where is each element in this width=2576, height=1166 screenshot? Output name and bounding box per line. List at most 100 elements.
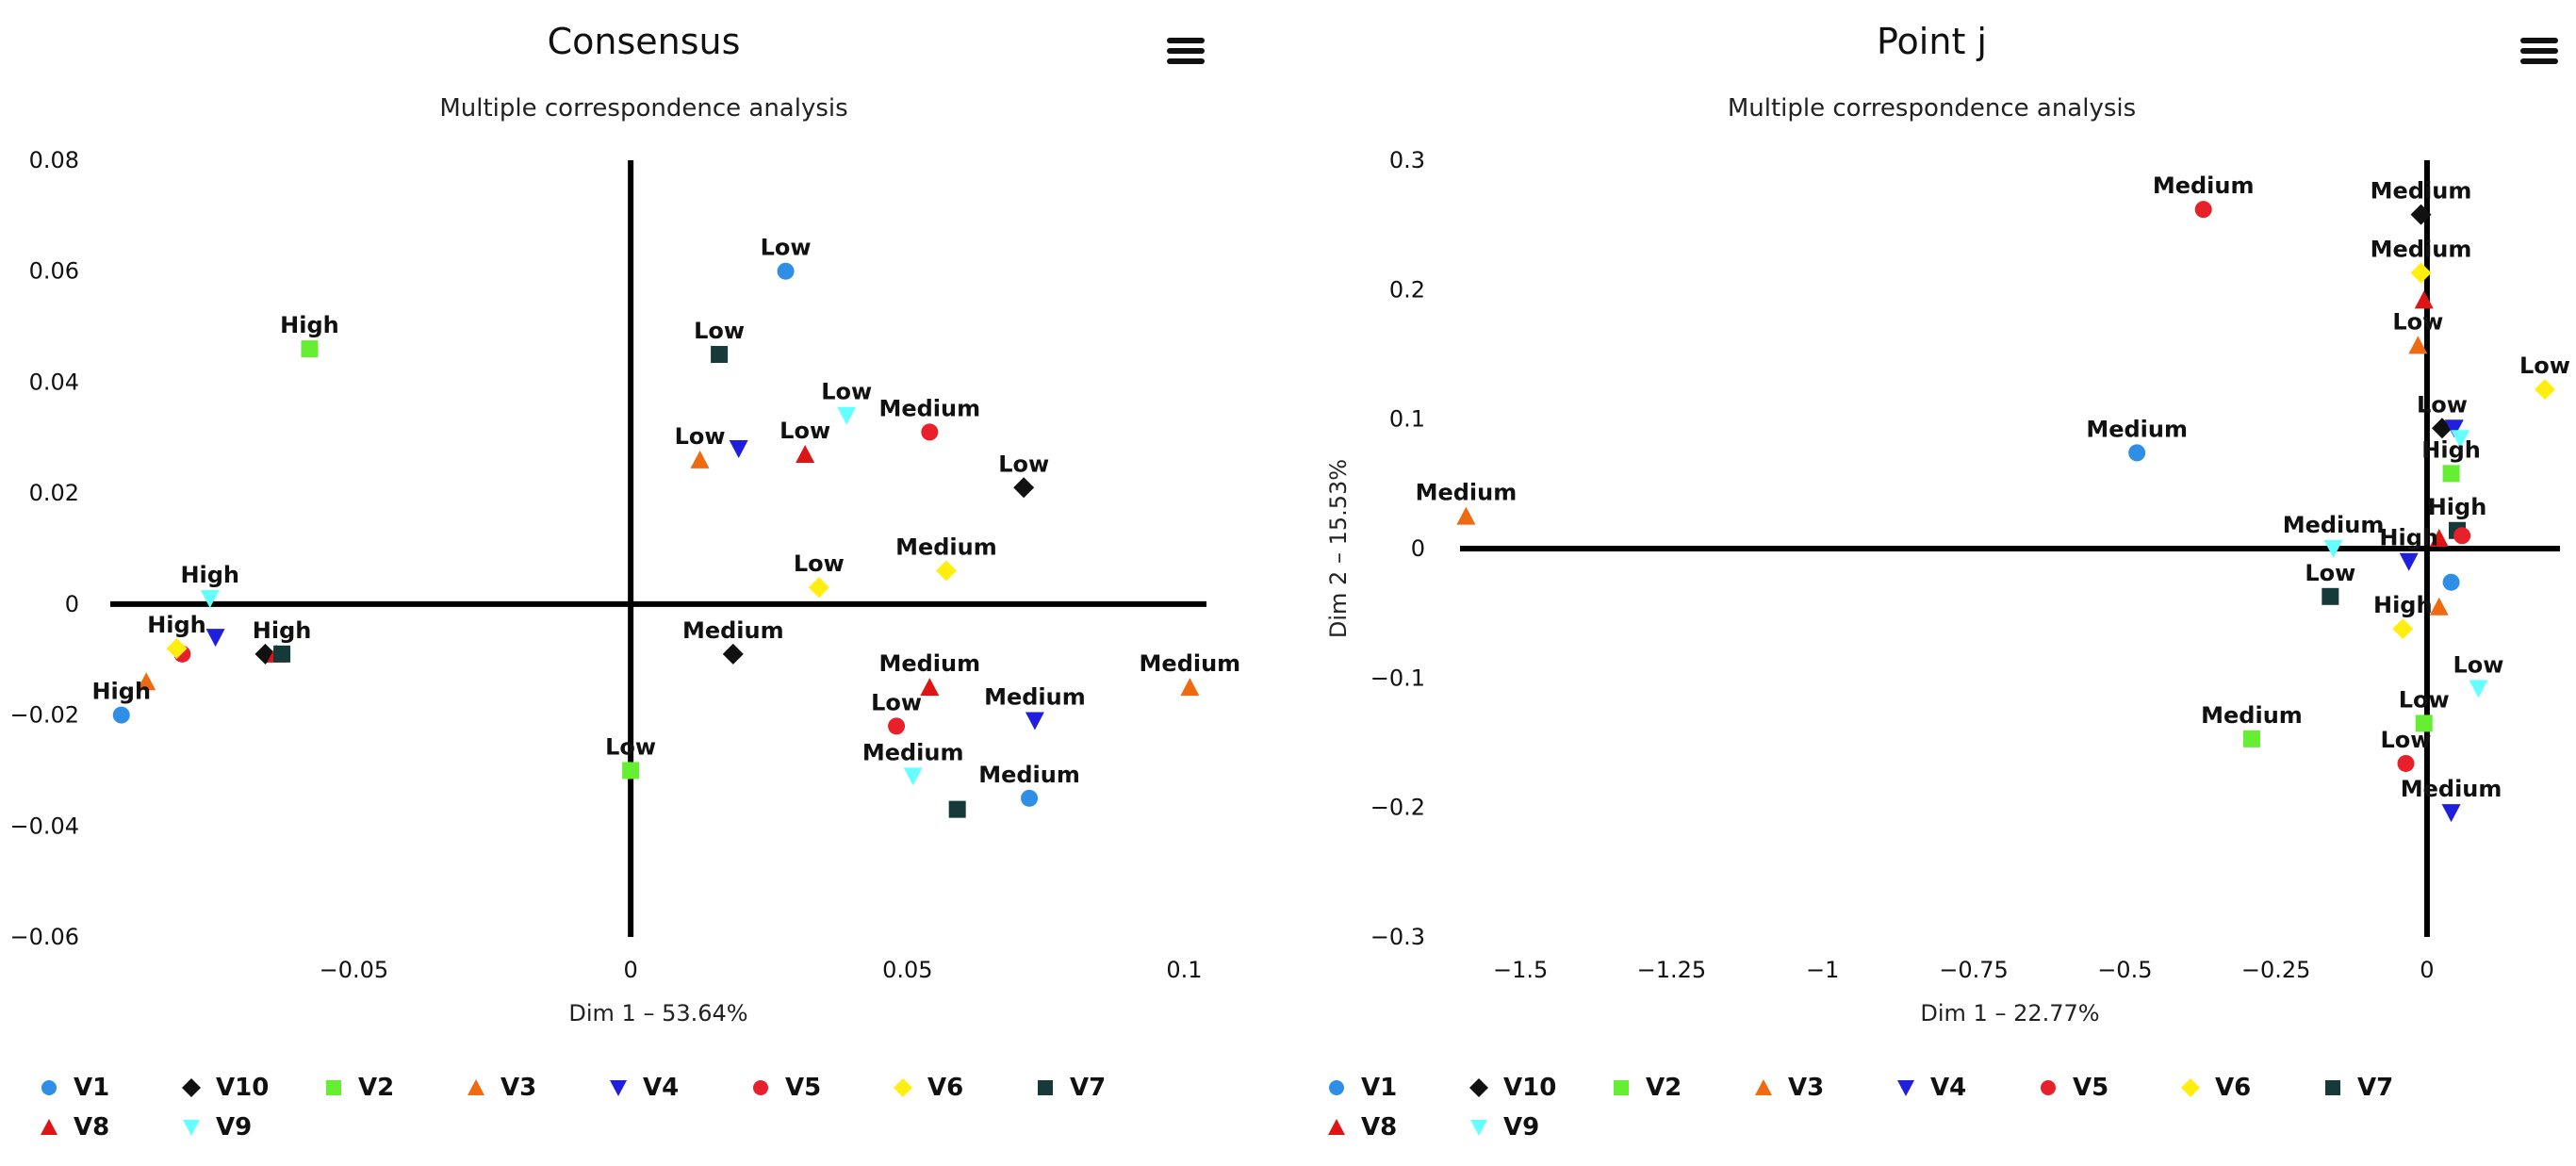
- legend-item-v1[interactable]: V1: [1325, 1071, 1397, 1105]
- legend-item-v10[interactable]: V10: [180, 1071, 269, 1105]
- data-point-v1[interactable]: [777, 262, 795, 280]
- legend-marker-icon: [894, 1078, 912, 1097]
- legend-marker-icon: [610, 1080, 627, 1096]
- legend-marker-icon: [753, 1080, 768, 1095]
- legend-item-v2[interactable]: V2: [322, 1071, 394, 1105]
- data-point-v1[interactable]: [112, 706, 130, 724]
- data-point-v6[interactable]: [2392, 618, 2414, 640]
- data-point-v2[interactable]: [622, 762, 640, 780]
- data-point-v7[interactable]: [273, 645, 291, 663]
- data-point-v3[interactable]: [690, 450, 710, 468]
- legend-symbol: [183, 1120, 200, 1136]
- legend-symbol: [753, 1080, 768, 1095]
- legend-item-v5[interactable]: V5: [749, 1071, 821, 1105]
- data-point-v7[interactable]: [948, 800, 966, 818]
- legend-item-v3[interactable]: V3: [1752, 1071, 1824, 1105]
- legend-item-v7[interactable]: V7: [1034, 1071, 1106, 1105]
- legend-marker-icon: [1328, 1119, 1345, 1135]
- data-point-v5[interactable]: [2194, 201, 2212, 219]
- data-point-v4[interactable]: [2444, 419, 2464, 438]
- chart-menu-button[interactable]: [2520, 38, 2558, 70]
- data-point-v2[interactable]: [2442, 465, 2460, 483]
- data-point-v6[interactable]: [2534, 379, 2555, 401]
- data-point-v10[interactable]: [2431, 418, 2453, 439]
- data-point-v9[interactable]: [837, 406, 857, 425]
- data-point-v1[interactable]: [1021, 789, 1039, 807]
- data-point-v7[interactable]: [711, 346, 729, 363]
- data-point-v8[interactable]: [2429, 529, 2449, 548]
- data-point-v3[interactable]: [1180, 678, 1200, 697]
- data-point-v10[interactable]: [722, 643, 744, 665]
- data-point-v5[interactable]: [888, 717, 906, 735]
- data-point-v4[interactable]: [729, 440, 748, 459]
- data-label: High: [91, 679, 151, 705]
- data-point-v4[interactable]: [2399, 552, 2419, 571]
- legend-symbol: [1755, 1079, 1772, 1095]
- scatter-plot-consensus: 0.08 0.06 0.04 0.02 0 −0.02 −0.04 −0.06 −0.05 0 0.…: [9, 147, 1240, 1026]
- legend-item-v4[interactable]: V4: [1895, 1071, 1966, 1105]
- data-point-v6[interactable]: [808, 577, 829, 599]
- data-label: Low: [761, 235, 812, 261]
- data-point-v3[interactable]: [137, 672, 156, 691]
- y-tick-label: 0.3: [1389, 147, 1425, 173]
- data-point-v9[interactable]: [903, 767, 923, 786]
- legend-marker-icon: [1755, 1079, 1772, 1095]
- data-point-v9[interactable]: [200, 589, 220, 608]
- data-point-v2[interactable]: [2415, 714, 2433, 732]
- data-point-v8[interactable]: [920, 678, 940, 697]
- data-point-v4[interactable]: [205, 629, 225, 648]
- data-label: High: [253, 617, 312, 644]
- data-label: Low: [821, 379, 872, 405]
- data-point-v5[interactable]: [2453, 527, 2471, 545]
- data-point-v3[interactable]: [2408, 336, 2428, 354]
- legend-item-v7[interactable]: V7: [2322, 1071, 2393, 1105]
- data-point-v5[interactable]: [921, 423, 939, 441]
- legend-item-v8[interactable]: V8: [1325, 1110, 1397, 1144]
- legend-label: V5: [2073, 1074, 2109, 1102]
- legend-label: V10: [1503, 1074, 1557, 1102]
- data-point-v2[interactable]: [2242, 730, 2260, 747]
- legend-item-v3[interactable]: V3: [465, 1071, 536, 1105]
- x-tick-label: −0.25: [2241, 957, 2311, 983]
- legend-label: V7: [1070, 1074, 1107, 1102]
- data-point-v7[interactable]: [2322, 587, 2339, 605]
- x-axis-title: Dim 1 – 53.64%: [568, 1000, 747, 1026]
- legend-label: V10: [216, 1074, 270, 1102]
- legend-marker-icon: [1469, 1078, 1488, 1097]
- data-point-v2[interactable]: [301, 340, 319, 358]
- data-point-v9[interactable]: [2323, 540, 2343, 558]
- legend-item-v9[interactable]: V9: [1468, 1110, 1539, 1144]
- data-point-v10[interactable]: [2410, 204, 2432, 225]
- legend-item-v1[interactable]: V1: [38, 1071, 109, 1105]
- legend-item-v4[interactable]: V4: [607, 1071, 679, 1105]
- legend-symbol: [41, 1080, 57, 1095]
- legend-item-v10[interactable]: V10: [1468, 1071, 1556, 1105]
- data-point-v3[interactable]: [1456, 506, 1476, 525]
- data-point-v10[interactable]: [1013, 477, 1035, 499]
- data-point-v8[interactable]: [796, 444, 815, 463]
- data-point-v1[interactable]: [2128, 444, 2146, 462]
- data-point-v6[interactable]: [166, 637, 188, 659]
- legend-item-v6[interactable]: V6: [892, 1071, 963, 1105]
- data-label: High: [2428, 494, 2487, 520]
- data-label: Medium: [2086, 416, 2188, 442]
- legend-item-v9[interactable]: V9: [180, 1110, 252, 1144]
- data-point-v8[interactable]: [2414, 290, 2434, 309]
- data-point-v6[interactable]: [935, 560, 957, 582]
- y-tick-label: 0.02: [29, 480, 79, 506]
- legend-item-v5[interactable]: V5: [2037, 1071, 2108, 1105]
- data-point-v9[interactable]: [2469, 680, 2488, 698]
- data-point-v4[interactable]: [2441, 804, 2461, 823]
- data-point-v1[interactable]: [2442, 573, 2460, 591]
- legend-symbol: [2325, 1080, 2340, 1095]
- data-point-v9[interactable]: [2451, 430, 2470, 449]
- data-point-v3[interactable]: [2429, 597, 2449, 616]
- legend-label: V1: [1361, 1074, 1398, 1102]
- legend-item-v8[interactable]: V8: [38, 1110, 109, 1144]
- data-point-v4[interactable]: [1025, 712, 1044, 731]
- legend-item-v6[interactable]: V6: [2179, 1071, 2251, 1105]
- data-point-v6[interactable]: [2410, 262, 2432, 284]
- data-point-v5[interactable]: [2397, 754, 2415, 772]
- chart-menu-button[interactable]: [1167, 38, 1205, 70]
- legend-item-v2[interactable]: V2: [1610, 1071, 1682, 1105]
